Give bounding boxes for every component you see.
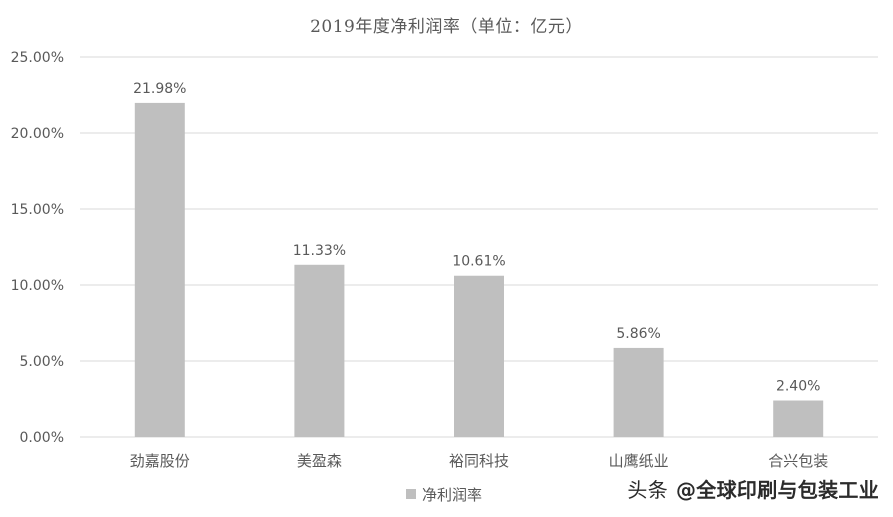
bar <box>613 347 664 437</box>
data-label: 21.98% <box>133 81 186 97</box>
bar <box>773 400 824 437</box>
data-label: 2.40% <box>776 379 820 395</box>
x-tick-label: 劲嘉股份 <box>130 452 190 470</box>
legend-swatch <box>406 489 416 499</box>
data-label: 10.61% <box>452 254 505 270</box>
bar <box>134 102 185 438</box>
y-tick-label: 25.00% <box>11 50 64 66</box>
data-label: 11.33% <box>293 243 346 259</box>
bar <box>294 264 345 437</box>
y-tick-label: 5.00% <box>20 354 64 370</box>
legend: 净利润率 <box>406 484 482 504</box>
x-tick-label: 山鹰纸业 <box>609 452 669 470</box>
y-tick-label: 20.00% <box>11 126 64 142</box>
x-tick-label: 裕同科技 <box>449 452 509 470</box>
bar <box>454 275 504 437</box>
y-tick-label: 15.00% <box>11 202 64 218</box>
legend-label: 净利润率 <box>422 485 483 504</box>
watermark: 头条 @全球印刷与包装工业 <box>627 474 879 503</box>
y-tick-label: 10.00% <box>11 278 64 294</box>
y-tick-label: 0.00% <box>20 430 64 446</box>
x-tick-label: 合兴包装 <box>768 452 828 470</box>
data-label: 5.86% <box>616 326 660 342</box>
x-tick-label: 美盈森 <box>297 452 342 470</box>
watermark-prefix: 头条 <box>627 478 668 502</box>
chart-title: 2019年度净利润率（单位：亿元） <box>310 17 583 37</box>
watermark-handle: @全球印刷与包装工业 <box>676 478 879 502</box>
